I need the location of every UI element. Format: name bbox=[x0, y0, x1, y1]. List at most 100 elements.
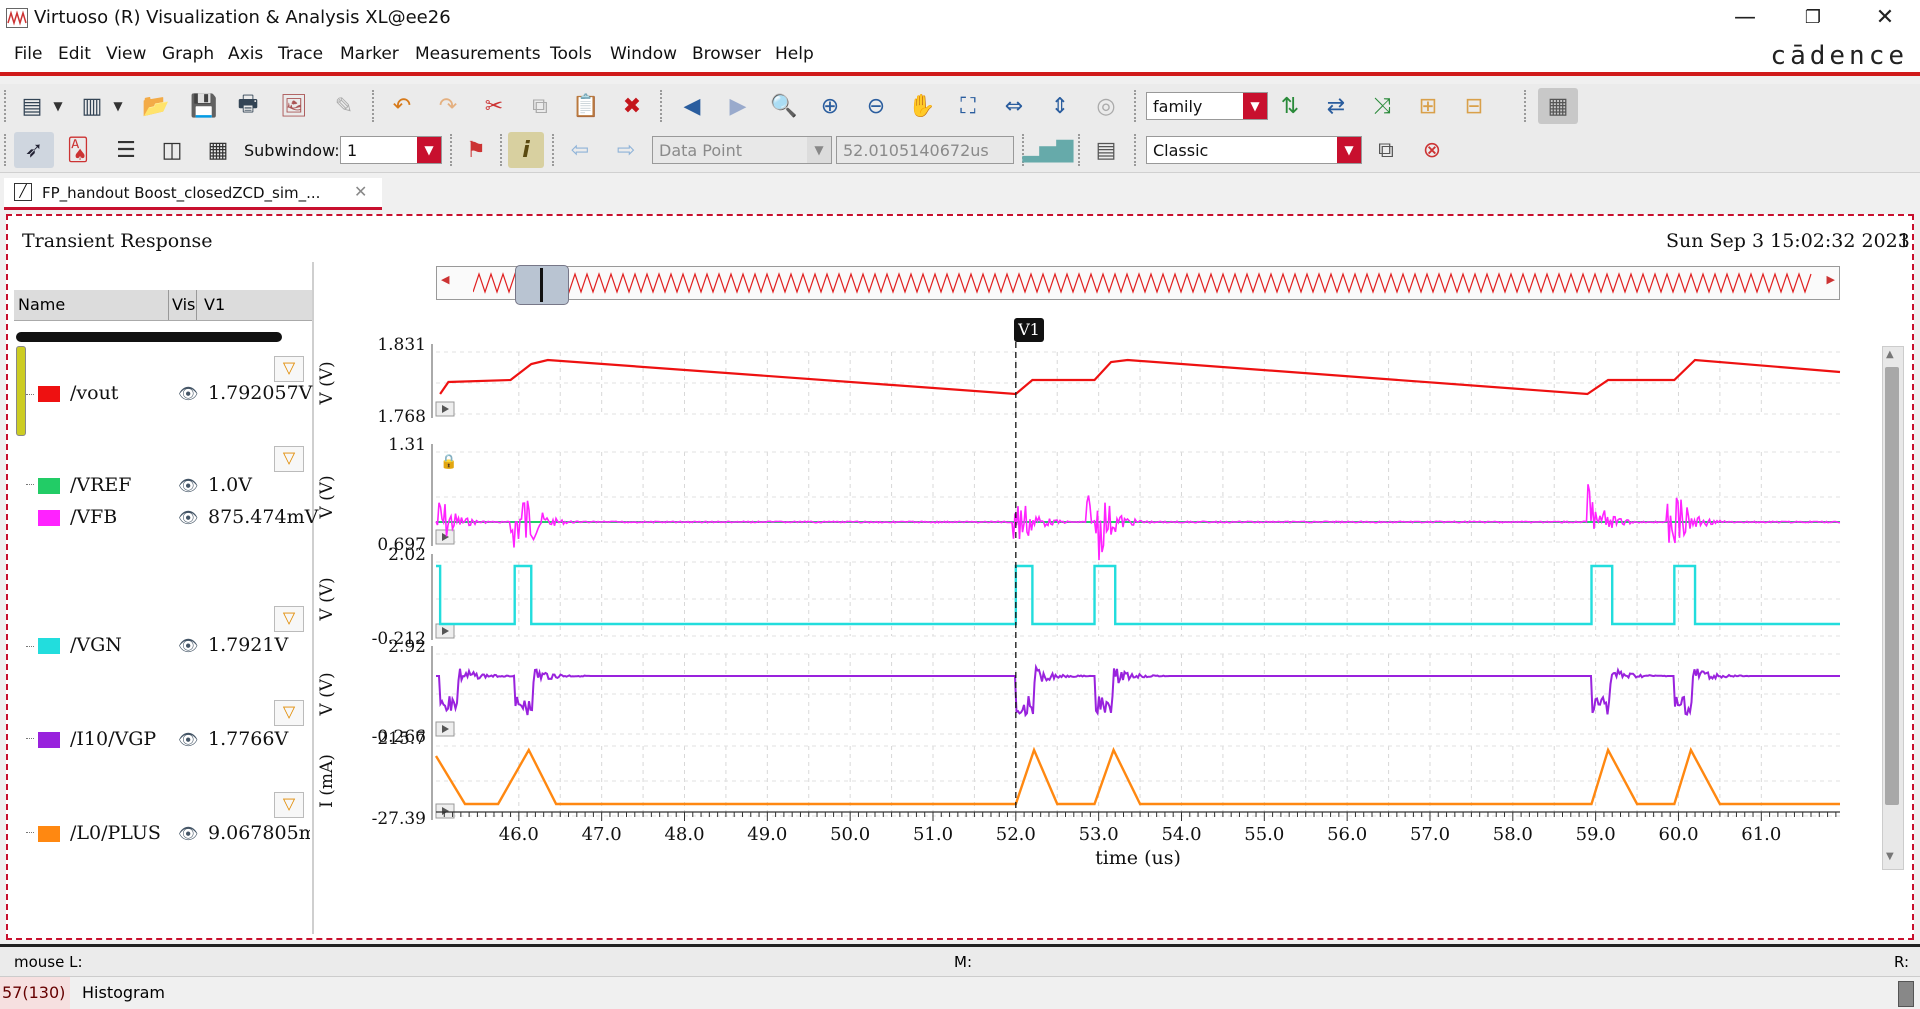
save-icon[interactable]: 💾 bbox=[190, 93, 218, 119]
subwindow-dropdown-icon[interactable]: ▼ bbox=[113, 99, 123, 113]
export-image-icon[interactable]: 🖼 bbox=[280, 93, 308, 119]
menu-help[interactable]: Help bbox=[775, 44, 814, 64]
open-folder-icon[interactable]: 📂 bbox=[142, 93, 170, 119]
eye-icon[interactable]: 👁 bbox=[178, 824, 199, 843]
eye-icon[interactable]: 👁 bbox=[178, 384, 199, 403]
close-window-icon[interactable]: ⊗ bbox=[1422, 137, 1442, 163]
chevron-down-icon[interactable]: ▼ bbox=[1337, 137, 1361, 163]
grid-layout-icon[interactable]: ▦ bbox=[207, 137, 229, 163]
panel-splitter[interactable] bbox=[312, 262, 314, 934]
undo-icon[interactable]: ↶ bbox=[392, 93, 412, 119]
zoom-x-icon[interactable]: ⇔ bbox=[1004, 93, 1024, 119]
filter-icon[interactable]: ▽ bbox=[274, 700, 304, 726]
marker-v1-label[interactable]: V1 bbox=[1014, 318, 1044, 342]
menu-window[interactable]: Window bbox=[610, 44, 678, 64]
new-subwindow-icon[interactable]: ▥ bbox=[81, 93, 103, 119]
zoom-out-icon[interactable]: ⊖ bbox=[866, 93, 886, 119]
menu-view[interactable]: View bbox=[106, 44, 147, 64]
maximize-button[interactable]: ❐ bbox=[1804, 7, 1822, 28]
new-window-icon[interactable]: ▤ bbox=[21, 93, 43, 119]
add-strip-icon[interactable]: ⊞ bbox=[1418, 93, 1438, 119]
prev-point-icon[interactable]: ⇦ bbox=[570, 137, 590, 163]
chevron-down-icon[interactable]: ▼ bbox=[417, 137, 441, 163]
zoom-forward-icon[interactable]: ▶ bbox=[729, 93, 747, 119]
cut-icon[interactable]: ✂ bbox=[484, 93, 504, 119]
eye-icon[interactable]: 👁 bbox=[178, 636, 199, 655]
signal-name[interactable]: /L0/PLUS bbox=[70, 822, 161, 844]
style-combo[interactable]: Classic ▼ bbox=[1146, 136, 1362, 164]
print-icon[interactable]: 🖶 bbox=[237, 92, 259, 117]
horizontal-layout-icon[interactable]: ☰ bbox=[116, 137, 136, 163]
filter-icon[interactable]: ▽ bbox=[274, 606, 304, 632]
copy-icon[interactable]: ⧉ bbox=[532, 93, 548, 119]
signal-name[interactable]: /I10/VGP bbox=[70, 728, 157, 750]
menu-graph[interactable]: Graph bbox=[162, 44, 215, 64]
stack-traces-icon[interactable]: ⇅ bbox=[1280, 93, 1300, 119]
chevron-down-icon[interactable]: ▼ bbox=[807, 137, 831, 163]
vertical-scrollbar[interactable]: ▲ ▼ bbox=[1882, 346, 1904, 870]
zoom-y-icon[interactable]: ⇕ bbox=[1050, 93, 1070, 119]
datapoint-combo[interactable]: Data Point ▼ bbox=[652, 136, 832, 164]
paste-icon[interactable]: 📋 bbox=[572, 93, 600, 119]
delete-icon[interactable]: ✖ bbox=[622, 93, 642, 119]
signal-name[interactable]: /VREF bbox=[70, 474, 132, 496]
overview-strip[interactable]: ◀ ▶ bbox=[436, 265, 1840, 305]
strip-chart-icon[interactable]: ⤨ bbox=[1373, 93, 1391, 119]
filter-icon[interactable]: ▽ bbox=[274, 446, 304, 472]
scroll-down-icon[interactable]: ▼ bbox=[1886, 851, 1894, 862]
menu-browser[interactable]: Browser bbox=[692, 44, 761, 64]
calculator-icon[interactable]: ▤ bbox=[1095, 137, 1117, 163]
waveform-plot[interactable]: 46.0 47.0 48.0 49.0 50.0 51.0 52.0 53.0 54.0 55.0… bbox=[314, 310, 1874, 940]
pan-icon[interactable]: ✋ bbox=[908, 93, 936, 119]
remove-strip-icon[interactable]: ⊟ bbox=[1464, 93, 1484, 119]
window-manage-icon[interactable]: ⧉ bbox=[1378, 137, 1394, 163]
menu-edit[interactable]: Edit bbox=[58, 44, 91, 64]
menu-file[interactable]: File bbox=[14, 44, 43, 64]
subwindow-combo[interactable]: 1 ▼ bbox=[340, 136, 442, 164]
filter-icon[interactable]: ▽ bbox=[274, 356, 304, 382]
zoom-reset-icon[interactable]: ◎ bbox=[1096, 93, 1116, 119]
signal-name[interactable]: /vout bbox=[70, 382, 119, 404]
resize-grip[interactable] bbox=[1898, 981, 1914, 1007]
close-button[interactable]: ✕ bbox=[1875, 5, 1895, 30]
zoom-box-icon[interactable]: ⛶ bbox=[960, 93, 976, 119]
new-window-dropdown-icon[interactable]: ▼ bbox=[53, 99, 63, 113]
overview-left-arrow-icon[interactable]: ◀ bbox=[441, 273, 450, 286]
next-point-icon[interactable]: ⇨ bbox=[616, 137, 636, 163]
tarot-cards-icon[interactable]: 🂡 bbox=[66, 137, 90, 163]
datapoint-value-field[interactable]: 52.0105140672us bbox=[836, 136, 1014, 164]
histogram-icon[interactable]: ▂▅▇ bbox=[1022, 137, 1074, 163]
info-icon[interactable]: i bbox=[508, 132, 544, 168]
eye-icon[interactable]: 👁 bbox=[178, 730, 199, 749]
flag-icon[interactable]: ⚑ bbox=[466, 137, 486, 163]
menu-axis[interactable]: Axis bbox=[228, 44, 264, 64]
zoom-fit-icon[interactable]: 🔍 bbox=[770, 93, 798, 119]
zoom-back-icon[interactable]: ◀ bbox=[683, 93, 701, 119]
overview-window-handle[interactable] bbox=[515, 265, 569, 305]
menu-tools[interactable]: Tools bbox=[550, 44, 592, 64]
eye-icon[interactable]: 👁 bbox=[178, 508, 199, 527]
chevron-down-icon[interactable]: ▼ bbox=[1243, 93, 1267, 119]
legend-scroll-thumb[interactable] bbox=[16, 332, 282, 342]
menu-trace[interactable]: Trace bbox=[278, 44, 324, 64]
scroll-up-icon[interactable]: ▲ bbox=[1886, 349, 1894, 360]
menu-marker[interactable]: Marker bbox=[340, 44, 399, 64]
family-combo[interactable]: family ▼ bbox=[1146, 92, 1268, 120]
zoom-in-icon[interactable]: ⊕ bbox=[820, 93, 840, 119]
overlay-traces-icon[interactable]: ⇄ bbox=[1326, 93, 1346, 119]
redo-icon[interactable]: ↷ bbox=[438, 93, 458, 119]
edit-graph-icon[interactable]: ✎ bbox=[334, 93, 354, 119]
vertical-layout-icon[interactable]: ◫ bbox=[161, 137, 183, 163]
signal-name[interactable]: /VFB bbox=[70, 506, 118, 528]
tab-graph[interactable]: ╱ FP_handout Boost_closedZCD_sim_... ✕ bbox=[4, 178, 382, 210]
eye-icon[interactable]: 👁 bbox=[178, 476, 199, 495]
signal-name[interactable]: /VGN bbox=[70, 634, 122, 656]
overview-right-arrow-icon[interactable]: ▶ bbox=[1826, 273, 1835, 286]
scroll-thumb[interactable] bbox=[1885, 367, 1899, 805]
menu-measurements[interactable]: Measurements bbox=[415, 44, 541, 64]
filter-icon[interactable]: ▽ bbox=[274, 792, 304, 818]
select-pointer-icon[interactable]: ➶ bbox=[14, 132, 54, 168]
minimize-button[interactable]: — bbox=[1734, 5, 1756, 30]
grid-toggle-icon[interactable]: ▦ bbox=[1538, 88, 1578, 124]
close-tab-icon[interactable]: ✕ bbox=[354, 182, 368, 201]
